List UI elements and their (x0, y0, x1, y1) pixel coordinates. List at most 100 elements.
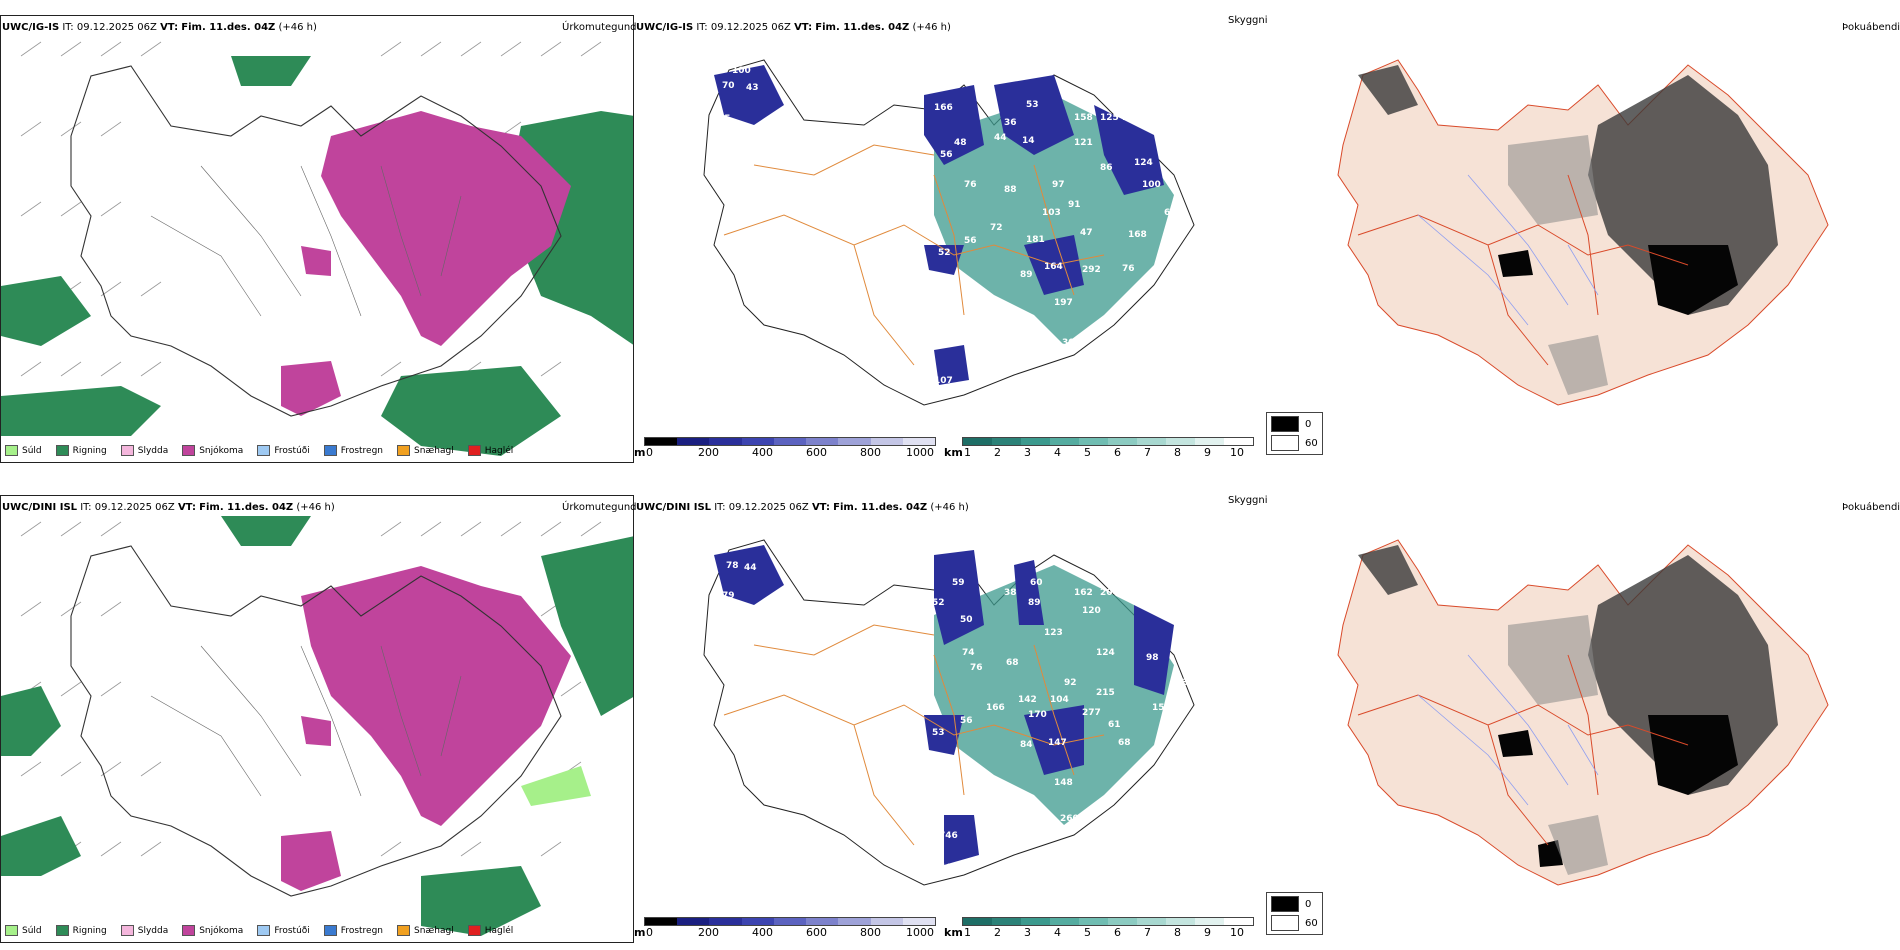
visibility-tick: 5 (1084, 446, 1091, 459)
ceiling-label: 292 (1082, 265, 1101, 275)
precip-map-2 (1, 516, 633, 936)
visibility-tick: 10 (1230, 926, 1244, 939)
ceiling-panel-1: 100 70 43 65 166 53 36 56 48 44 14 121 1… (634, 15, 1268, 463)
ceiling-label: 47 (1080, 228, 1093, 238)
legend-swatch (397, 445, 411, 456)
ceiling-label: 168 (1128, 230, 1147, 240)
ceiling-label: 100 (1142, 180, 1161, 190)
fog-black-core (1498, 715, 1738, 867)
ceiling-label: 277 (1082, 708, 1101, 718)
precip-map-1 (1, 41, 633, 456)
rain-area (1, 516, 633, 936)
ceiling-label: 56 (964, 236, 977, 246)
ceiling-label: 121 (1074, 138, 1093, 148)
legend-item-snjokoma: Snjókoma (182, 445, 243, 456)
ceiling-label: 68 (1118, 738, 1131, 748)
ceiling-label: 215 (1096, 688, 1115, 698)
height-tick: 1000 (906, 446, 934, 459)
height-tick: 800 (860, 926, 881, 939)
iceland-coastline (70, 65, 562, 417)
header-ceiling-1: UWC/IG-IS IT: 09.12.2025 06Z VT: Fim. 11… (636, 22, 951, 33)
fog-map-1 (1337, 59, 1829, 406)
legend-item-rigning: Rigning (55, 445, 107, 456)
ceiling-label: 53 (1026, 100, 1039, 110)
fog-black-core (1498, 245, 1738, 315)
legend-item-frostregn: Frostregn (323, 925, 383, 936)
visibility-tick: 2 (994, 926, 1001, 939)
ceiling-label: 166 (986, 703, 1005, 713)
legend-swatch (257, 445, 271, 456)
height-tick: 400 (752, 926, 773, 939)
legend-swatch (5, 445, 18, 456)
height-unit: m (634, 446, 646, 459)
visibility-tick: 4 (1054, 446, 1061, 459)
legend-item-frostudi: Frostúði (257, 925, 310, 936)
ceiling-label: 14 (1022, 136, 1035, 146)
ceiling-label: 44 (744, 563, 757, 573)
legend-item-frostregn: Frostregn (323, 445, 383, 456)
ceiling-label: 91 (1068, 200, 1081, 210)
ceiling-label: 107 (934, 376, 953, 386)
fog-legend-row: 0 (1271, 416, 1318, 432)
ceiling-label: 38 (1004, 588, 1017, 598)
ceiling-label: 74 (962, 648, 975, 658)
visibility-tick: 6 (1114, 926, 1121, 939)
fog-map-2 (1337, 539, 1829, 886)
ceiling-label: 76 (1122, 264, 1135, 274)
iceland-coastline (70, 545, 562, 897)
fog-legend-swatch (1271, 416, 1299, 432)
legend-swatch (5, 925, 18, 936)
height-tick: 1000 (906, 926, 934, 939)
fog-legend-2: 0 60 (1266, 892, 1323, 935)
ceiling-label: 162 (1074, 588, 1093, 598)
ceiling-label: 194 (940, 863, 959, 873)
fog-panel-1 (1268, 15, 1900, 463)
ceiling-label: 197 (1054, 298, 1073, 308)
height-tick: 0 (646, 926, 653, 939)
legend-swatch (182, 925, 196, 936)
fog-legend-swatch (1271, 896, 1299, 912)
header-precip-2: UWC/DINI ISL IT: 09.12.2025 06Z VT: Fim.… (2, 502, 335, 513)
ceiling-label: 746 (939, 831, 958, 841)
legend-swatch (55, 445, 69, 456)
ceiling-label: 50 (960, 615, 973, 625)
ceiling-label: 166 (934, 103, 953, 113)
snow-area (281, 566, 571, 891)
ceiling-map-2 (703, 539, 1195, 886)
ceiling-label: 84 (1020, 740, 1033, 750)
fog-rivers (1417, 654, 1599, 806)
rivers (150, 645, 462, 797)
precip-legend: Súld Rigning Slydda Snjókoma Frostúði Fr… (5, 925, 513, 936)
ceiling-label: 72 (990, 223, 1003, 233)
legend-swatch (323, 445, 337, 456)
ceiling-label: 125 (1100, 113, 1119, 123)
ceiling-label: 89 (1020, 270, 1033, 280)
visibility-tick: 2 (994, 446, 1001, 459)
ceiling-label: 80 (916, 843, 929, 853)
visibility-colorbar-gradient (962, 437, 1254, 446)
ceiling-blue-area (714, 65, 1164, 385)
legend-swatch (120, 445, 134, 456)
ceiling-value-labels: 78 44 79 59 60 52 50 38 89 68 74 76 162 … (722, 561, 1189, 873)
ceiling-label: 68 (1164, 208, 1177, 218)
ceiling-label: 148 (1054, 778, 1073, 788)
ceiling-label: 52 (932, 598, 945, 608)
ceiling-label: 76 (970, 663, 983, 673)
fog-title-2: Þokuábendi (1842, 502, 1900, 513)
ceiling-title-1: Skyggni (1228, 15, 1268, 26)
fog-grey-area (1508, 615, 1608, 875)
visibility-tick: 8 (1174, 926, 1181, 939)
height-tick: 600 (806, 926, 827, 939)
ceiling-value-labels: 100 70 43 65 166 53 36 56 48 44 14 121 1… (718, 66, 1195, 386)
visibility-tick: 7 (1144, 446, 1151, 459)
ceiling-label: 97 (1052, 180, 1065, 190)
header-precip-1: UWC/IG-IS IT: 09.12.2025 06Z VT: Fim. 11… (2, 22, 317, 33)
ceiling-label: 170 (1028, 710, 1047, 720)
ceiling-label: 159 (1152, 703, 1171, 713)
legend-item-snjokoma: Snjókoma (182, 925, 243, 936)
ceiling-label: 52 (938, 248, 951, 258)
precip-type-panel-1: Súld Rigning Slydda Snjókoma Frostúði Fr… (0, 15, 634, 463)
ceiling-label: 83 (1182, 158, 1195, 168)
ceiling-label: 43 (746, 83, 759, 93)
height-colorbar-gradient (644, 437, 936, 446)
